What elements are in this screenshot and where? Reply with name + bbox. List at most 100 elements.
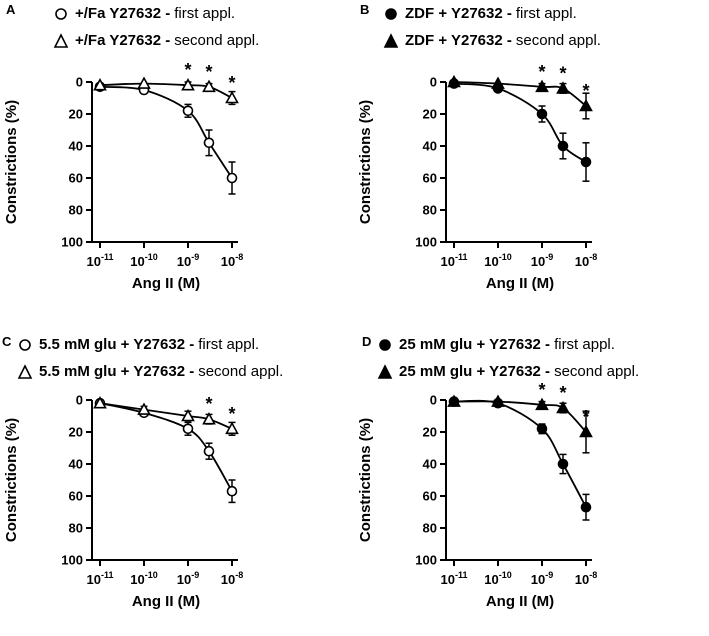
legend-label-bold: 25 mM glu + Y27632 - <box>399 336 551 353</box>
svg-text:Constrictions (%): Constrictions (%) <box>3 100 20 224</box>
legend-label: ZDF + Y27632 - first appl. <box>405 5 577 22</box>
panel-a: A +/Fa Y27632 - first appl. +/Fa Y27632 -… <box>0 0 354 318</box>
svg-text:Ang II (M): Ang II (M) <box>132 593 200 610</box>
svg-text:60: 60 <box>69 171 83 186</box>
legend-label: 25 mM glu + Y27632 - second appl. <box>399 363 639 380</box>
legend-label: 5.5 mM glu + Y27632 - first appl. <box>39 336 259 353</box>
svg-text:10-8: 10-8 <box>221 570 243 587</box>
svg-text:10-11: 10-11 <box>441 570 468 587</box>
svg-text:10-9: 10-9 <box>531 252 553 269</box>
panel-c: C 5.5 mM glu + Y27632 - first appl. 5.5 m… <box>0 318 354 636</box>
legend-item-second-appl: ZDF + Y27632 - second appl. <box>382 27 601 54</box>
svg-text:*: * <box>582 407 589 427</box>
legend-item-first-appl: 5.5 mM glu + Y27632 - first appl. <box>16 331 283 358</box>
open-triangle-icon <box>16 363 34 380</box>
legend-label: ZDF + Y27632 - second appl. <box>405 32 601 49</box>
svg-text:*: * <box>538 62 545 82</box>
svg-text:80: 80 <box>423 203 437 218</box>
panel-letter: A <box>6 2 16 17</box>
legend: ZDF + Y27632 - first appl. ZDF + Y27632 -… <box>382 0 601 54</box>
filled-triangle-icon <box>376 363 394 380</box>
panel-b: B ZDF + Y27632 - first appl. ZDF + Y27632… <box>354 0 709 318</box>
legend-item-first-appl: 25 mM glu + Y27632 - first appl. <box>376 331 639 358</box>
legend-label: +/Fa Y27632 - second appl. <box>75 32 259 49</box>
filled-triangle-icon <box>382 32 400 49</box>
filled-circle-icon <box>382 6 400 22</box>
dose-response-plot-a: 0 20 40 60 80 100 10-11 10-10 10-9 10-8 Ang II (M)… <box>3 60 243 292</box>
svg-text:80: 80 <box>69 521 83 536</box>
svg-text:10-11: 10-11 <box>87 252 114 269</box>
svg-text:40: 40 <box>69 139 83 154</box>
svg-text:100: 100 <box>415 235 437 250</box>
svg-text:0: 0 <box>76 393 83 408</box>
svg-text:100: 100 <box>61 553 83 568</box>
legend-label-bold: +/Fa Y27632 - <box>75 32 171 49</box>
svg-text:10-11: 10-11 <box>441 252 468 269</box>
legend-item-second-appl: 25 mM glu + Y27632 - second appl. <box>376 358 639 385</box>
svg-text:*: * <box>559 383 566 403</box>
svg-text:10-10: 10-10 <box>484 252 511 269</box>
svg-text:Constrictions (%): Constrictions (%) <box>357 100 374 224</box>
svg-text:20: 20 <box>423 107 437 122</box>
legend: 5.5 mM glu + Y27632 - first appl. 5.5 mM … <box>16 331 283 385</box>
svg-text:10-10: 10-10 <box>130 570 157 587</box>
svg-text:0: 0 <box>76 75 83 90</box>
legend-label-bold: 25 mM glu + Y27632 - <box>399 363 551 380</box>
legend-label-bold: 5.5 mM glu + Y27632 - <box>39 363 195 380</box>
dose-response-plot-c: 0 20 40 60 80 100 10-11 10-10 10-9 10-8 Ang II (M)… <box>3 393 243 611</box>
open-circle-icon <box>16 337 34 353</box>
dose-response-plot-b: 0 20 40 60 80 100 10-11 10-10 10-9 10-8 Ang II (M)… <box>357 62 597 292</box>
legend-item-first-appl: ZDF + Y27632 - first appl. <box>382 0 601 27</box>
svg-text:60: 60 <box>69 489 83 504</box>
legend-label-rest: second appl. <box>554 363 640 380</box>
legend-label-bold: ZDF + Y27632 - <box>405 32 512 49</box>
svg-text:10-9: 10-9 <box>177 570 199 587</box>
legend-label: +/Fa Y27632 - first appl. <box>75 5 235 22</box>
panel-letter: D <box>362 334 372 349</box>
svg-text:Ang II (M): Ang II (M) <box>132 275 200 292</box>
legend-label-rest: second appl. <box>198 363 284 380</box>
svg-text:10-8: 10-8 <box>575 570 597 587</box>
svg-text:60: 60 <box>423 171 437 186</box>
svg-text:40: 40 <box>423 457 437 472</box>
svg-text:20: 20 <box>69 425 83 440</box>
svg-text:80: 80 <box>69 203 83 218</box>
legend-item-second-appl: +/Fa Y27632 - second appl. <box>52 27 259 54</box>
svg-text:*: * <box>228 404 235 424</box>
legend-label: 5.5 mM glu + Y27632 - second appl. <box>39 363 283 380</box>
svg-text:10-10: 10-10 <box>130 252 157 269</box>
svg-text:Ang II (M): Ang II (M) <box>486 593 554 610</box>
svg-text:0: 0 <box>430 393 437 408</box>
svg-text:60: 60 <box>423 489 437 504</box>
open-triangle-icon <box>52 32 70 49</box>
svg-text:10-8: 10-8 <box>575 252 597 269</box>
legend: +/Fa Y27632 - first appl. +/Fa Y27632 - se… <box>52 0 259 54</box>
svg-text:*: * <box>538 380 545 400</box>
svg-text:10-9: 10-9 <box>177 252 199 269</box>
legend-label-rest: first appl. <box>198 336 260 353</box>
svg-text:100: 100 <box>415 553 437 568</box>
legend-label-bold: ZDF + Y27632 - <box>405 5 512 22</box>
svg-text:40: 40 <box>423 139 437 154</box>
legend-label-rest: first appl. <box>174 5 236 22</box>
legend-item-second-appl: 5.5 mM glu + Y27632 - second appl. <box>16 358 283 385</box>
svg-text:10-9: 10-9 <box>531 570 553 587</box>
legend-label-rest: second appl. <box>515 32 601 49</box>
svg-text:*: * <box>205 62 212 82</box>
legend-label: 25 mM glu + Y27632 - first appl. <box>399 336 615 353</box>
svg-text:10-11: 10-11 <box>87 570 114 587</box>
svg-text:20: 20 <box>69 107 83 122</box>
open-circle-icon <box>52 6 70 22</box>
svg-text:*: * <box>228 73 235 93</box>
svg-text:40: 40 <box>69 457 83 472</box>
legend-label-rest: second appl. <box>174 32 260 49</box>
svg-text:*: * <box>582 81 589 101</box>
panel-letter: C <box>2 334 12 349</box>
svg-text:10-8: 10-8 <box>221 252 243 269</box>
legend-label-bold: +/Fa Y27632 - <box>75 5 171 22</box>
svg-text:10-10: 10-10 <box>484 570 511 587</box>
filled-circle-icon <box>376 337 394 353</box>
svg-text:Constrictions (%): Constrictions (%) <box>3 418 20 542</box>
svg-text:Constrictions (%): Constrictions (%) <box>357 418 374 542</box>
